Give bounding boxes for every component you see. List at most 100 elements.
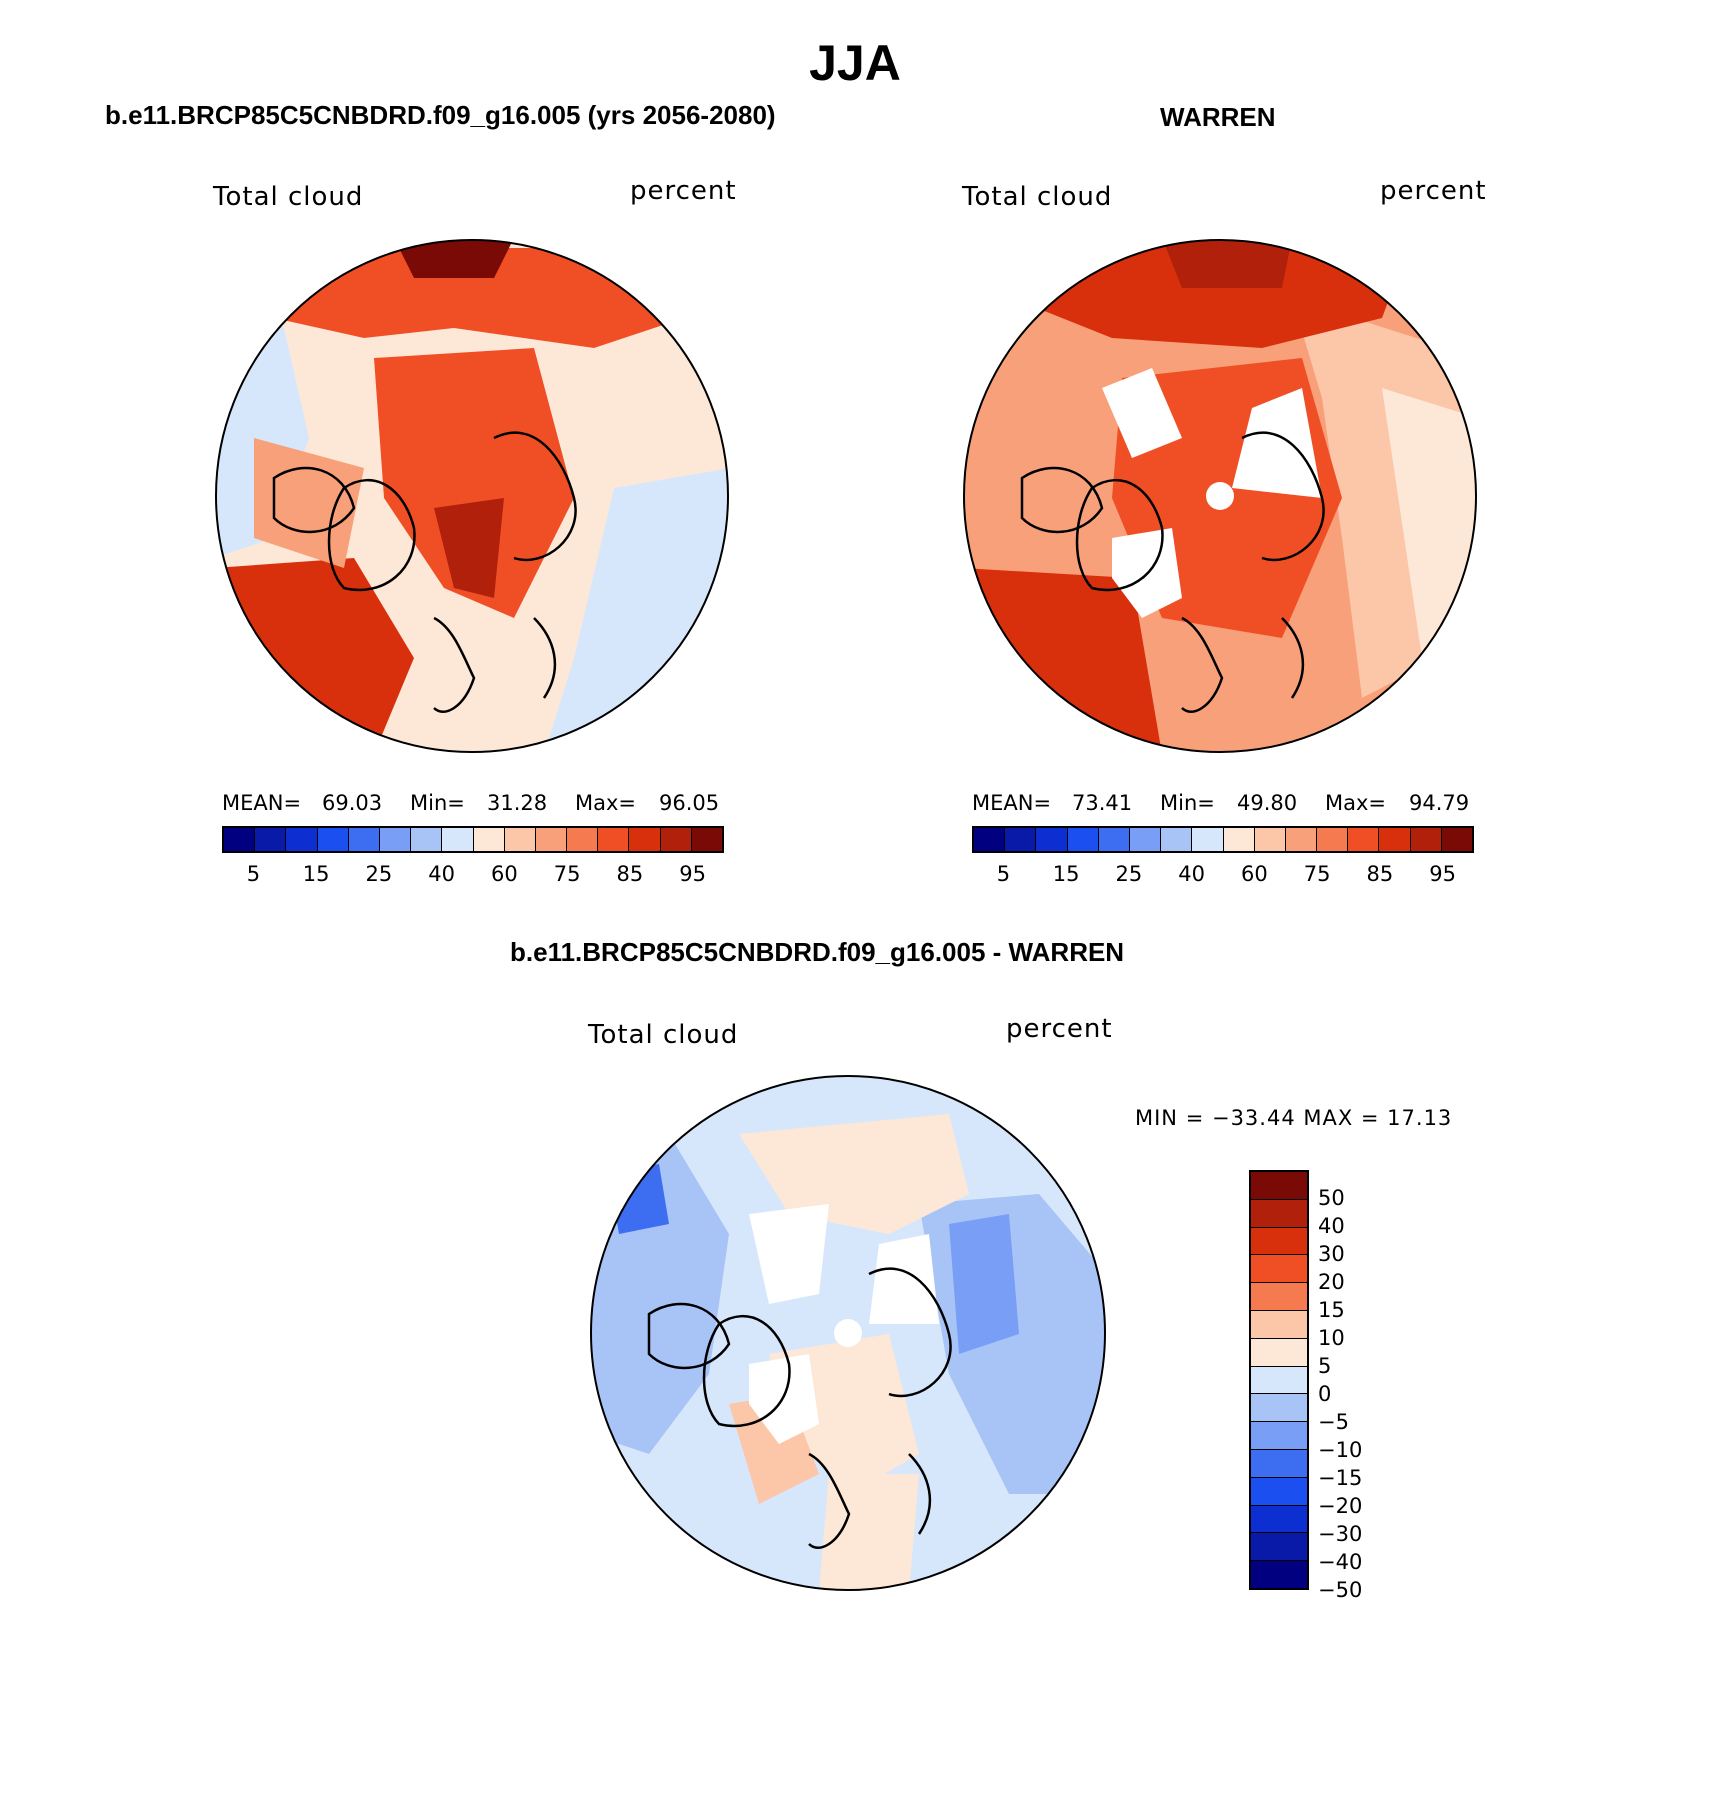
panel1-colorbar-swatch [255,828,287,851]
panel3-colorbar-swatch [1251,1366,1307,1395]
panel2-colorbar-tick-label: 95 [1429,862,1456,886]
panel1-colorbar-swatch [504,828,536,851]
panel2-colorbar-tick-label: 15 [1052,862,1080,886]
panel1-colorbar-tick-label: 60 [491,862,518,886]
panel3-colorbar-tick-label: −10 [1318,1438,1363,1462]
panel1-colorbar-swatch [567,828,599,851]
panel3-colorbar-tick-label: 10 [1318,1326,1345,1350]
panel1-colorbar-tick-label: 25 [365,862,393,886]
panel2-colorbar-swatch [1441,828,1472,851]
panel1-colorbar-tick-label: 75 [553,862,581,886]
panel1-colorbar-swatch [317,828,349,851]
panel3-colorbar-ticks: 50 40 30 20 15 10 5 0 −5 −10 −15 −20 −30 −40 −50 [1318,1170,1398,1602]
panel1-min-label: Min= [410,791,465,815]
panel2-polar-map [963,239,1477,753]
panel2-max-value: 94.79 [1409,791,1470,815]
panel2-colorbar-tick-label: 75 [1303,862,1331,886]
panel1-colorbar-tick-label: 95 [679,862,706,886]
panel3-colorbar-swatch [1251,1533,1307,1562]
panel2-colorbar-tick-label: 85 [1366,862,1394,886]
panel2-colorbar-swatch [974,828,1006,851]
panel2-colorbar-swatch [1410,828,1442,851]
panel1-max-label: Max= [575,791,637,815]
panel2-colorbar-swatch [1379,828,1411,851]
panel3-colorbar-tick-label: 40 [1318,1214,1345,1238]
panel1-colorbar-swatch [224,828,256,851]
panel2-colorbar-swatch [1129,828,1162,851]
panel3-colorbar [1249,1170,1309,1590]
panel1-colorbar-swatch [660,828,692,851]
panel1-colorbar-swatch [286,828,318,851]
panel2-colorbar-tick-label: 5 [996,862,1011,886]
panel3-colorbar-tick-label: 15 [1318,1298,1345,1322]
panel3-units-label: percent [1006,1014,1113,1044]
panel3-colorbar-swatch [1251,1199,1307,1228]
panel2-mean-value: 73.41 [1072,791,1133,815]
panel2-colorbar-swatch [1036,828,1068,851]
panel1-mean-label: MEAN= [222,791,302,815]
panel3-colorbar-swatch [1251,1505,1307,1534]
panel2-colorbar-swatch [1317,828,1349,851]
panel3-colorbar-tick-label: −30 [1318,1522,1363,1546]
panel3-title: b.e11.BRCP85C5CNBDRD.f09_g16.005 - WARRE… [510,937,1125,967]
panel1-colorbar-swatch [411,828,443,851]
panel2-colorbar-swatch [1005,828,1037,851]
panel3-colorbar-swatch [1251,1227,1307,1256]
panel1-colorbar-swatch [691,828,722,851]
panel3-colorbar-tick-label: −20 [1318,1494,1363,1518]
panel3-colorbar-swatch [1251,1561,1307,1588]
panel3-colorbar-swatch [1251,1255,1307,1284]
panel2-min-label: Min= [1160,791,1215,815]
panel2-colorbar-swatch [1067,828,1099,851]
panel2-colorbar-ticks: 5 15 25 40 60 75 85 95 [972,862,1474,886]
panel1-max-value: 96.05 [659,791,720,815]
panel3-colorbar-tick-label: 30 [1318,1242,1345,1266]
panel1-min-value: 31.28 [487,791,548,815]
panel2-title: WARREN [1160,102,1276,132]
panel2-colorbar-swatch [1098,828,1130,851]
panel1-colorbar-swatch [629,828,661,851]
panel1-colorbar-tick-label: 85 [616,862,644,886]
panel2-colorbar [972,826,1474,853]
panel2-colorbar-tick-label: 25 [1115,862,1143,886]
panel1-mean-value: 69.03 [322,791,383,815]
panel2-colorbar-swatch [1223,828,1255,851]
panel1-units-label: percent [630,176,737,206]
panel1-colorbar-swatch [535,828,568,851]
panel2-colorbar-tick-label: 60 [1241,862,1268,886]
panel1-colorbar-swatch [442,828,474,851]
panel3-colorbar-tick-label: 0 [1318,1382,1332,1406]
panel3-colorbar-swatch [1251,1338,1307,1367]
panel1-variable-label: Total cloud [213,182,364,212]
panel1-colorbar-swatch [598,828,630,851]
panel3-colorbar-swatch [1251,1283,1307,1311]
panel1-colorbar-tick-label: 15 [302,862,330,886]
panel3-colorbar-swatch [1251,1477,1307,1506]
panel3-colorbar-tick-label: −5 [1318,1410,1349,1434]
panel2-colorbar-swatch [1161,828,1193,851]
panel1-title: b.e11.BRCP85C5CNBDRD.f09_g16.005 (yrs 20… [105,100,776,130]
panel3-colorbar-tick-label: 5 [1318,1354,1332,1378]
panel3-min-max-text: MIN = −33.44 MAX = 17.13 [1135,1106,1453,1130]
panel2-colorbar-swatch [1285,828,1318,851]
panel1-colorbar-swatch [379,828,412,851]
panel2-mean-label: MEAN= [972,791,1052,815]
panel1-colorbar-swatch [348,828,380,851]
panel3-variable-label: Total cloud [588,1020,739,1050]
panel3-colorbar-tick-label: 20 [1318,1270,1345,1294]
panel3-colorbar-tick-label: −40 [1318,1550,1363,1574]
panel2-colorbar-swatch [1348,828,1380,851]
panel1-colorbar-swatch [473,828,505,851]
panel1-colorbar-tick-label: 5 [246,862,261,886]
panel1-colorbar-ticks: 5 15 25 40 60 75 85 95 [222,862,724,886]
panel2-colorbar-swatch [1192,828,1224,851]
panel3-colorbar-swatch [1251,1449,1307,1478]
panel3-colorbar-tick-label: −15 [1318,1466,1363,1490]
panel3-colorbar-swatch [1251,1394,1307,1423]
panel1-polar-map [215,239,729,753]
panel1-colorbar-tick-label: 40 [428,862,455,886]
panel3-polar-map [590,1075,1106,1591]
panel3-colorbar-tick-label: −50 [1318,1578,1363,1602]
panel3-colorbar-swatch [1251,1172,1307,1200]
panel3-colorbar-swatch [1251,1422,1307,1450]
